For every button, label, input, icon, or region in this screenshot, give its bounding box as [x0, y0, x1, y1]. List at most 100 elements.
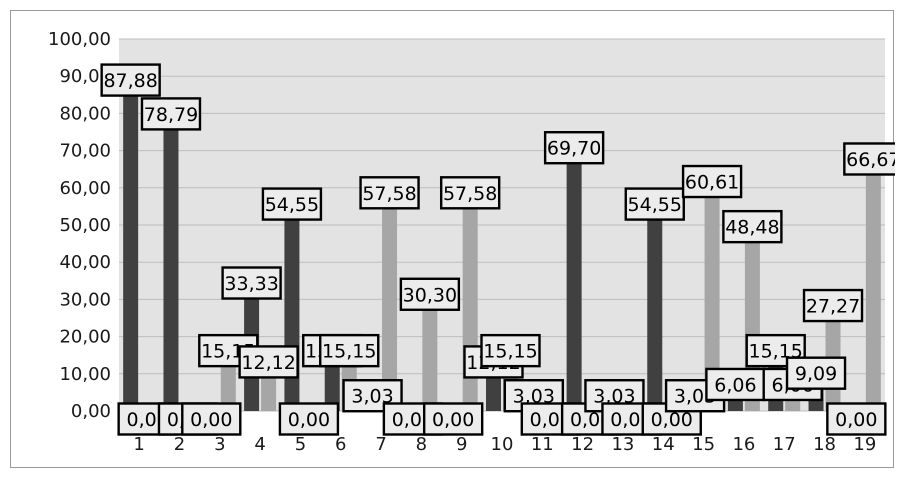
data-label: 57,58	[439, 176, 501, 210]
y-tick-label: 40,00	[59, 252, 111, 273]
data-label-text: 12,12	[241, 352, 295, 374]
y-axis-ticks: 0,00 10,00 20,00 30,00 40,00 50,00 60,00 70,00 8…	[48, 29, 111, 422]
data-label-text: 48,48	[725, 217, 779, 239]
x-tick-label: 11	[531, 434, 554, 455]
data-label: 69,70	[543, 131, 605, 165]
x-tick-label: 1	[133, 434, 144, 455]
x-tick-label: 8	[416, 434, 427, 455]
data-label-box	[359, 176, 420, 210]
x-tick-label: 19	[853, 434, 876, 455]
bar-series-1-cat-6	[324, 354, 340, 411]
data-label: 3,03	[503, 379, 565, 413]
data-label-box	[278, 402, 340, 436]
x-tick-label: 12	[571, 434, 594, 455]
data-label: 54,55	[261, 187, 323, 221]
data-label: 15,15	[319, 333, 380, 368]
data-label-text: 60,61	[685, 172, 739, 194]
bar-series-1-cat-5	[284, 208, 300, 411]
data-label: 3,03	[342, 379, 403, 413]
data-label-box	[140, 97, 202, 131]
data-label: 15,15	[480, 333, 541, 368]
data-label-box	[705, 367, 766, 402]
x-tick-label: 3	[214, 434, 225, 455]
data-label-text: 15,15	[483, 341, 537, 363]
data-label-text: 66,67	[846, 149, 895, 171]
data-label-box	[785, 356, 847, 390]
data-label-text: 78,79	[144, 104, 198, 126]
y-tick-label: 70,00	[59, 141, 111, 162]
data-labels: 87,88 0,00 78,79 0,00 0,00 15,15 33,33 12,12 54,…	[100, 63, 895, 436]
chart-frame: 0,00 10,00 20,00 30,00 40,00 50,00 60,00 70,00 8…	[10, 10, 895, 468]
data-label-text: 57,58	[443, 183, 497, 205]
bar-series-2-cat-8	[422, 298, 438, 411]
bar-series-1-cat-14	[647, 208, 663, 411]
data-label-text: 3,03	[593, 386, 635, 408]
x-tick-label: 7	[375, 434, 386, 455]
data-label-box	[624, 187, 685, 221]
data-label-text: 87,88	[103, 70, 157, 92]
x-tick-label: 6	[335, 434, 346, 455]
data-label-box	[221, 266, 282, 300]
x-tick-label: 9	[456, 434, 467, 455]
data-label-text: 0,00	[432, 409, 474, 431]
data-label-text: 9,09	[795, 363, 837, 385]
x-tick-label: 15	[692, 434, 715, 455]
data-label-box	[238, 345, 299, 379]
data-label-box	[399, 277, 461, 311]
data-label-box	[802, 288, 864, 323]
y-tick-label: 0,00	[71, 401, 111, 422]
y-tick-label: 80,00	[59, 103, 111, 124]
data-label: 48,48	[722, 209, 783, 244]
x-tick-label: 13	[611, 434, 634, 455]
y-tick-label: 50,00	[59, 215, 111, 236]
data-label: 66,67	[843, 142, 895, 176]
data-label: 6,06	[705, 367, 766, 402]
bar-series-2-cat-3	[220, 354, 236, 411]
data-label: 12,12	[238, 345, 299, 379]
data-label-text: 0,00	[651, 409, 693, 431]
data-label-box	[826, 402, 887, 436]
data-label-box	[422, 402, 484, 436]
data-label: 9,09	[785, 356, 847, 390]
data-label-text: 0,00	[288, 409, 330, 431]
y-tick-label: 60,00	[59, 178, 111, 199]
bar-series-2-cat-19	[865, 162, 881, 411]
y-tick-label: 90,00	[59, 66, 111, 87]
bar-series-2-cat-15	[704, 185, 720, 411]
data-label-text: 3,03	[351, 386, 393, 408]
data-label-text: 57,58	[362, 183, 416, 205]
data-label: 30,30	[399, 277, 461, 311]
data-label: 0,00	[181, 402, 242, 436]
data-label-text: 27,27	[806, 296, 860, 318]
data-label: 33,33	[221, 266, 282, 300]
x-tick-label: 17	[773, 434, 796, 455]
data-label-box	[261, 187, 323, 221]
data-label-text: 15,15	[322, 341, 376, 363]
data-label-box	[480, 333, 541, 368]
y-tick-label: 20,00	[59, 327, 111, 348]
data-label-text: 6,06	[714, 374, 756, 396]
data-label-box	[181, 402, 242, 436]
data-label-text: 54,55	[628, 194, 682, 216]
y-tick-label: 10,00	[59, 364, 111, 385]
x-tick-label: 16	[732, 434, 755, 455]
data-label: 54,55	[624, 187, 685, 221]
data-label: 78,79	[140, 97, 202, 131]
x-axis-ticks: 1 2 3 4 5 6 7 8 9 10 11 12 13 14 15 16 17 18 19	[133, 434, 876, 455]
data-label: 0,00	[422, 402, 484, 436]
data-label: 60,61	[681, 164, 743, 199]
bar-series-1-cat-1	[123, 84, 139, 412]
data-label: 87,88	[100, 63, 161, 97]
data-label: 0,00	[826, 402, 887, 436]
x-tick-label: 2	[174, 434, 185, 455]
x-tick-label: 10	[491, 434, 514, 455]
bar-series-2-cat-7	[382, 196, 398, 411]
data-label-text: 69,70	[547, 138, 601, 160]
data-label: 27,27	[802, 288, 864, 323]
x-tick-label: 5	[295, 434, 306, 455]
y-tick-label: 30,00	[59, 289, 111, 310]
data-label: 0,00	[278, 402, 340, 436]
bar-series-1-cat-12	[566, 151, 582, 411]
x-tick-label: 18	[813, 434, 836, 455]
data-label-box	[722, 209, 783, 244]
